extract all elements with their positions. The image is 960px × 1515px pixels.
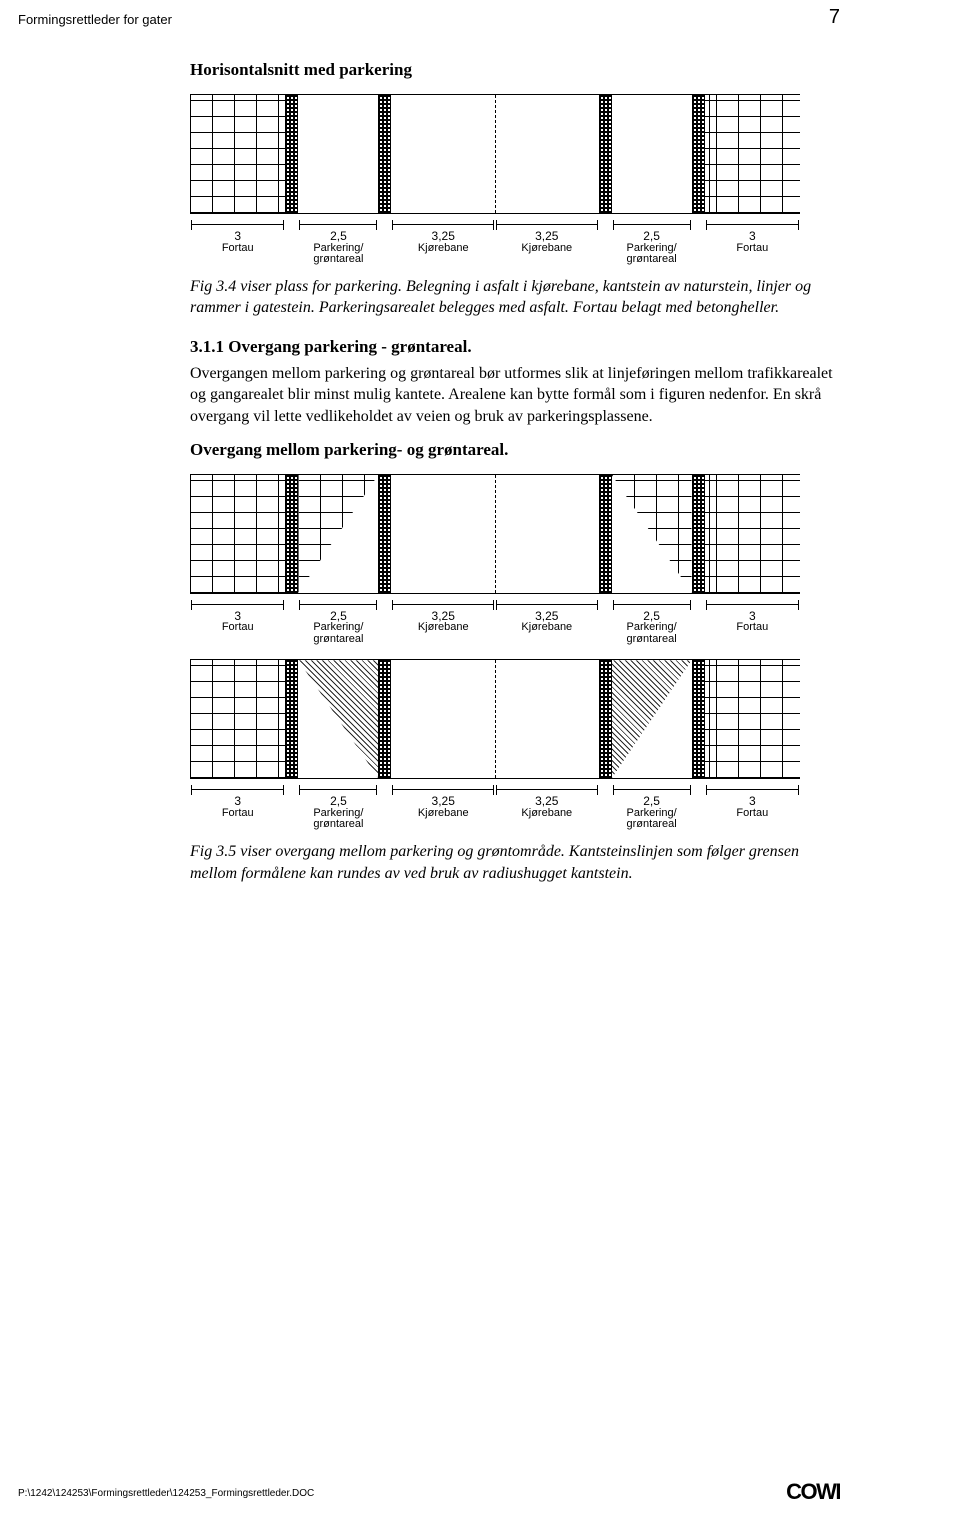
page-content: Horisontalsnitt med parkering 3Fortau 2,… [190, 20, 840, 884]
heading-3-1-1: 3.1.1 Overgang parkering - grøntareal. [190, 337, 840, 357]
para-3-1-1: Overgangen mellom parkering og grøntarea… [190, 363, 840, 428]
footer-path: P:\1242\124253\Formingsrettleder\124253_… [18, 1488, 314, 1499]
figure-3-4-dimensions: 3Fortau 2,5Parkering/grøntareal 3,25Kjør… [190, 220, 800, 266]
caption-3-4: Fig 3.4 viser plass for parkering. Beleg… [190, 276, 840, 319]
figure-3-5b: 3Fortau 2,5Parkering/grøntareal 3,25Kjør… [190, 659, 800, 831]
caption-3-5: Fig 3.5 viser overgang mellom parkering … [190, 841, 840, 884]
figure-3-5a: 3Fortau 2,5Parkering/grøntareal 3,25Kjør… [190, 474, 800, 646]
running-header-left: Formingsrettleder for gater [18, 12, 172, 27]
figure-3-5a-dimensions: 3Fortau 2,5Parkering/grøntareal 3,25Kjør… [190, 600, 800, 646]
heading-horisontalsnitt: Horisontalsnitt med parkering [190, 60, 840, 80]
page-number: 7 [829, 6, 840, 29]
heading-overgang: Overgang mellom parkering- og grøntareal… [190, 440, 840, 460]
figure-3-5b-dimensions: 3Fortau 2,5Parkering/grøntareal 3,25Kjør… [190, 785, 800, 831]
figure-3-4: 3Fortau 2,5Parkering/grøntareal 3,25Kjør… [190, 94, 800, 266]
footer-logo: COWI [786, 1479, 840, 1505]
